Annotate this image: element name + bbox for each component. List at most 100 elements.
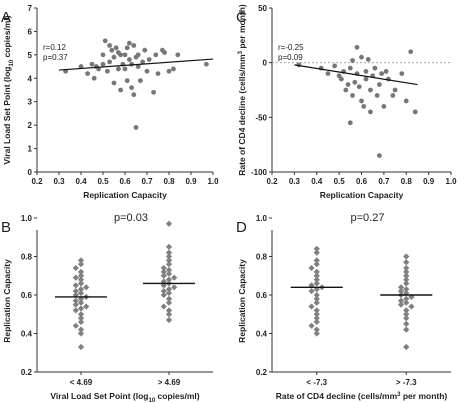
x-tick-label: 0.9 [185,177,197,186]
data-point [397,284,405,291]
data-point [399,71,405,76]
data-point [347,65,353,71]
data-point [313,311,320,318]
x-tick-label: 0.3 [53,177,65,186]
data-point [403,307,410,314]
x-axis-title-part: Rate of CD4 decline (cells/mm [276,391,398,401]
stat-label: r=-0.25 [278,43,304,52]
panel-A: A 0.2 0.3 0.4 0.5 0.6 0.7 0.8 0.9 1.0 0 1 2 3 4 5 6 7 r=0.… [1,4,219,200]
y-tick-label: 4 [28,74,33,83]
x-tick-label: 0.6 [356,177,368,186]
data-point [313,291,320,299]
data-point [171,274,178,281]
data-point [133,125,139,130]
x-axis-title-part: Viral Load Set Point (log [50,391,148,401]
data-point [390,93,396,98]
y-tick-label: 3 [28,98,33,107]
y-tick-label: 6 [28,27,33,36]
x-axis-title: Replication Capacity [320,190,404,200]
data-point [118,52,123,58]
panel-title: p=0.27 [351,212,385,224]
y-tick-label: 0.2 [21,368,33,377]
data-point [313,295,320,302]
data-point [356,84,362,90]
panel-B: Bp=0.03 0.2 0.4 0.6 0.8 1.0 < 4.69 > 4.69 Viral … [1,212,213,403]
x-tick-label: 0.8 [163,177,175,186]
data-point [140,59,146,65]
data-point [131,92,137,98]
data-point [77,343,85,351]
x-tick-label: 1.0 [445,177,457,186]
data-point [403,343,410,351]
data-point [361,104,367,109]
data-point [313,280,320,287]
data-point [403,276,410,283]
stat-label: p=0.09 [278,53,303,62]
data-point [365,56,371,62]
x-tick-label: 0.7 [378,177,390,186]
data-point [308,322,315,329]
data-point [165,253,173,260]
data-point [383,69,389,74]
data-point [111,80,117,86]
x-axis-title: Viral Load Set Point (log10 copies/ml) [50,391,199,403]
data-point [397,301,405,308]
data-point [403,314,410,322]
data-point [107,59,112,65]
y-tick-label: 7 [28,4,33,13]
regression-line [58,58,214,71]
data-point [72,274,79,281]
y-tick-label: -50 [255,113,267,122]
data-point [153,52,159,58]
x-axis-title-part: 10 [148,398,155,403]
data-point [313,257,320,264]
data-point [126,57,132,62]
panel-label-D: D [236,219,247,236]
y-tick-label: 0.4 [21,330,33,339]
data-point [313,249,320,256]
data-point [308,303,315,310]
data-point [77,305,85,312]
data-point [122,66,128,72]
data-point [151,89,157,95]
data-point [403,326,410,333]
y-tick-label: 1.0 [21,214,33,223]
data-point [165,270,173,277]
data-point [135,52,141,58]
data-point [308,288,315,295]
data-point [308,264,315,272]
panel-label-B: B [1,219,11,236]
data-point [165,311,173,318]
data-point [332,63,338,69]
data-point [72,264,79,272]
data-point [313,276,320,283]
data-point [175,52,181,58]
panel-D: Dp=0.27 0.2 0.4 0.6 0.8 1.0 < -7.3 > -7.3 Rate o… [236,212,451,401]
data-point [165,316,173,324]
data-point [85,71,90,76]
stat-label: r=0.12 [43,43,66,52]
x-axis-title: Rate of CD4 decline (cells/mm3 per month… [276,391,448,401]
y-tick-label: -100 [251,168,268,177]
data-point [359,98,364,104]
y-tick-label: 0.6 [256,291,268,300]
x-tick-label: 0.4 [75,177,87,186]
data-point [313,314,320,322]
stat-label: p=0.37 [43,53,68,62]
data-point [325,71,331,76]
data-point [72,301,79,308]
y-axis-title: Replication Capacity [2,259,12,343]
data-point [77,289,85,297]
data-point [165,243,173,250]
data-point [338,76,344,82]
data-point [100,52,106,58]
data-point [368,109,373,115]
y-tick-label: 0 [28,168,33,177]
data-point [363,76,369,82]
y-tick-label: 0 [263,59,268,68]
data-point [403,264,410,272]
data-point [77,318,85,326]
data-point [91,75,97,81]
y-tick-label: 5 [28,51,33,60]
data-point [379,71,385,76]
